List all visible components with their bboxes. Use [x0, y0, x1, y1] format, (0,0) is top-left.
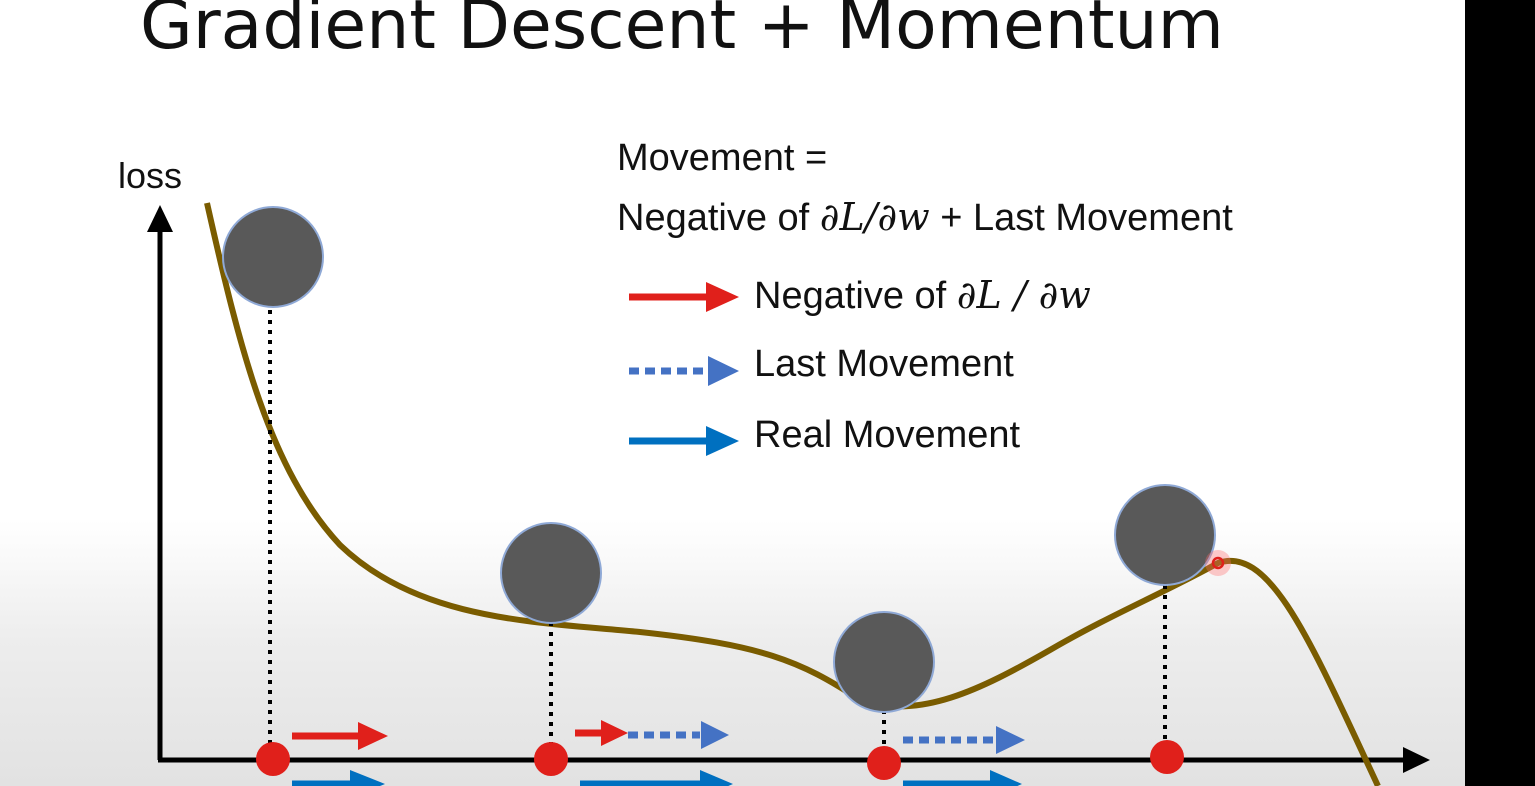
y-axis-label: loss: [118, 155, 182, 196]
legend-real-movement-arrow-head: [706, 426, 739, 456]
slide-title: Gradient Descent + Momentum: [140, 0, 1224, 65]
x-axis-arrowhead: [1403, 747, 1430, 773]
formula-derivative: ∂L/∂w: [819, 195, 930, 239]
cursor-highlight: [1205, 550, 1231, 576]
y-axis-arrowhead: [147, 205, 173, 232]
last-movement-arrow-2-head: [701, 721, 729, 749]
legend-label-real-movement: Real Movement: [754, 414, 1021, 456]
real-arrow-3-head: [990, 770, 1022, 786]
position-point-1: [256, 742, 290, 776]
formula-line-2: Negative of ∂L/∂w + Last Movement: [617, 195, 1233, 240]
legend-label-gradient-prefix: Negative of: [754, 275, 957, 317]
gradient-arrow-2-head: [601, 720, 628, 746]
loss-curve: [204, 202, 1381, 786]
ball-4: [1114, 484, 1216, 586]
cursor-dot: [1211, 556, 1225, 570]
real-arrow-2-head: [700, 770, 733, 786]
formula-suffix: + Last Movement: [929, 197, 1233, 239]
legend-last-movement-arrow-head: [708, 356, 739, 386]
real-arrow-1-head: [350, 770, 385, 786]
gradient-arrow-1-head: [358, 722, 388, 750]
momentum-diagram: loss: [118, 155, 1430, 786]
slide: Gradient Descent + Momentum loss: [0, 0, 1465, 786]
legend-label-gradient: Negative of ∂L / ∂w: [754, 273, 1091, 318]
position-point-4: [1150, 740, 1184, 774]
legend-label-last-movement: Last Movement: [754, 343, 1014, 385]
ball-1: [222, 206, 324, 308]
formula-prefix: Negative of: [617, 197, 820, 239]
legend-label-gradient-math: ∂L / ∂w: [956, 273, 1091, 317]
legend-gradient-arrow-head: [706, 282, 739, 312]
formula-line-1: Movement =: [617, 137, 828, 179]
ball-3: [833, 611, 935, 713]
ball-2: [500, 522, 602, 624]
last-movement-arrow-3-head: [996, 726, 1025, 754]
letterbox-bar: [1465, 0, 1535, 786]
position-point-2: [534, 742, 568, 776]
position-point-3: [867, 746, 901, 780]
